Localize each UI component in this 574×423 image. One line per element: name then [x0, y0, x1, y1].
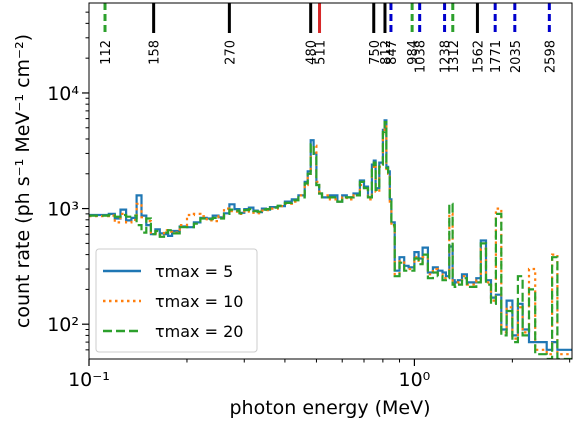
line-marker-label: 1771	[489, 40, 504, 73]
y-axis-label: count rate (ph s⁻¹ MeV⁻¹ cm⁻²)	[12, 34, 34, 328]
series-line-3	[89, 121, 572, 359]
line-marker-label: 1038	[414, 40, 429, 73]
axes: 10⁻¹ 10⁰ 10² 10³ 10⁴	[47, 11, 571, 391]
y-tick-label: 10²	[47, 314, 79, 336]
line-marker-label: 158	[148, 40, 163, 65]
y-tick-label: 10³	[47, 199, 79, 221]
line-marker-label: 750	[368, 40, 383, 65]
line-marker-label: 1312	[447, 40, 462, 73]
y-tick-label: 10⁴	[47, 83, 79, 105]
line-marker-label: 984	[406, 40, 421, 65]
line-marker-label: 480	[305, 40, 320, 65]
line-marker-label: 812	[379, 40, 394, 65]
line-marker-label: 2035	[509, 40, 524, 73]
line-marker-label: 112	[99, 40, 114, 65]
x-tick-label: 10⁻¹	[68, 369, 110, 391]
plot-frame	[88, 2, 573, 360]
legend-box	[95, 248, 258, 353]
legend: τmax = 5 τmax = 10 τmax = 20	[95, 248, 258, 353]
legend-label: τmax = 5	[155, 262, 233, 281]
line-marker-label: 1562	[471, 40, 486, 73]
legend-label: τmax = 10	[155, 292, 243, 311]
x-tick-label: 10⁰	[399, 369, 431, 391]
series-group	[89, 119, 572, 359]
line-marker-label: 847	[385, 40, 400, 65]
line-marker-label: 270	[223, 40, 238, 65]
x-axis-label: photon energy (MeV)	[229, 397, 430, 419]
legend-label: τmax = 20	[155, 322, 243, 341]
line-marker-label: 511	[314, 40, 329, 65]
line-marker-label: 1238	[439, 40, 454, 73]
line-marker-label: 2598	[543, 40, 558, 73]
series-line-2	[89, 121, 572, 356]
